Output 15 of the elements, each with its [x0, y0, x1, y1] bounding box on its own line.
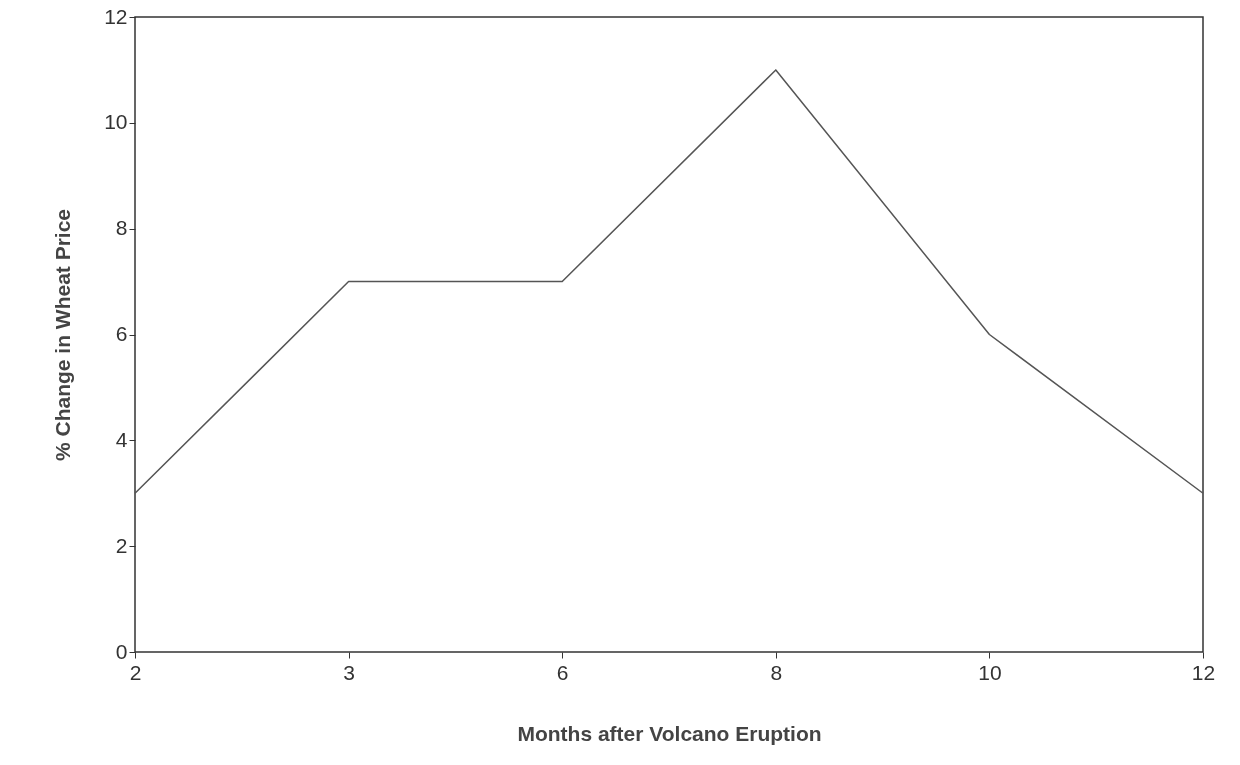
x-tick-label: 6	[556, 660, 569, 684]
y-tick-label: 4	[115, 427, 128, 451]
y-tick-label: 6	[115, 322, 128, 345]
x-tick-label: 12	[1191, 660, 1216, 684]
y-tick-label: 12	[104, 4, 128, 28]
x-tick-label: 8	[770, 660, 783, 684]
y-tick-label: 2	[115, 533, 128, 557]
line-series	[134, 69, 1204, 494]
y-axis-title: % Change in Wheat Price	[51, 208, 75, 462]
x-tick-label: 10	[978, 660, 1002, 684]
y-tick-label: 8	[115, 216, 128, 240]
y-tick-label: 0	[115, 639, 128, 663]
x-axis-title: Months after Volcano Eruption	[517, 721, 822, 745]
y-tick-label: 10	[104, 110, 128, 134]
x-tick-label: 3	[343, 660, 355, 684]
